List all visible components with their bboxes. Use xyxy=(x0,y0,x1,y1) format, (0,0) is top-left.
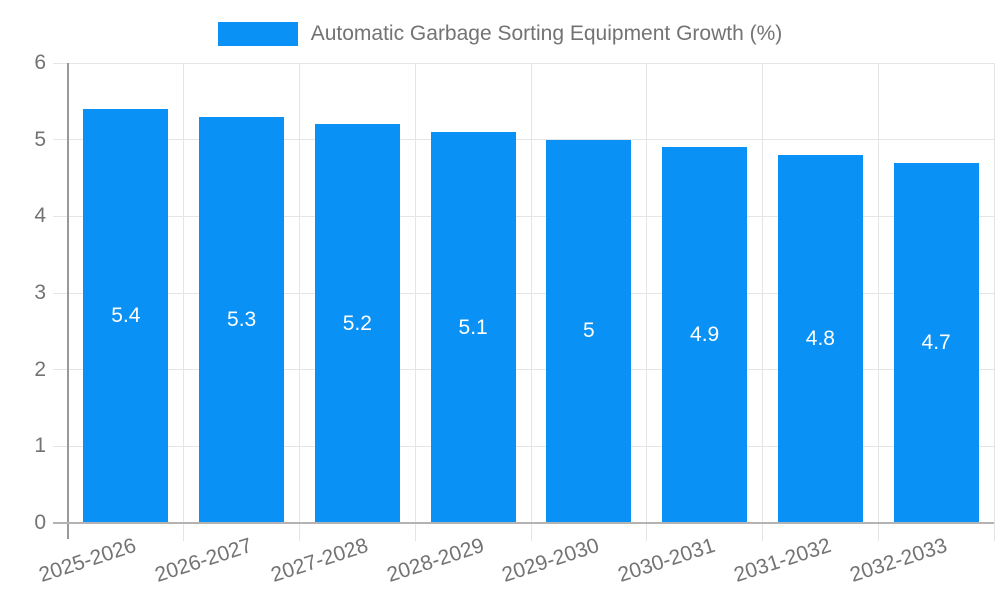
x-axis-tick-label: 2026-2027 xyxy=(152,533,256,587)
bar xyxy=(777,155,863,523)
bar-value-label: 4.8 xyxy=(805,327,835,350)
h-gridline xyxy=(53,139,994,141)
legend-label: Automatic Garbage Sorting Equipment Grow… xyxy=(310,22,783,45)
bar-value-label: 4.9 xyxy=(690,323,720,347)
x-axis-line xyxy=(53,522,994,524)
v-gridline xyxy=(877,63,879,541)
y-axis-tick-label: 2 xyxy=(34,357,46,381)
v-gridline xyxy=(993,63,995,541)
bar xyxy=(893,162,979,523)
y-axis-tick-label: 0 xyxy=(34,511,46,534)
y-axis-tick-label: 3 xyxy=(34,281,46,304)
h-gridline xyxy=(53,215,994,217)
h-gridline xyxy=(53,292,994,294)
h-gridline xyxy=(53,62,994,64)
v-gridline xyxy=(414,63,416,541)
bar xyxy=(662,147,748,523)
bar xyxy=(199,116,285,523)
legend[interactable]: Automatic Garbage Sorting Equipment Grow… xyxy=(0,22,1000,46)
bar xyxy=(546,139,632,523)
y-axis-line xyxy=(67,63,69,539)
y-axis-tick-label: 1 xyxy=(34,434,46,458)
v-gridline xyxy=(530,63,532,541)
x-axis-tick-label: 2032-2033 xyxy=(846,533,950,587)
legend-swatch xyxy=(217,22,298,46)
x-axis-tick-label: 2029-2030 xyxy=(499,533,603,587)
v-gridline xyxy=(299,63,300,541)
bar-value-label: 5.3 xyxy=(227,307,257,331)
x-axis-tick-label: 2025-2026 xyxy=(36,533,140,587)
h-gridline xyxy=(53,445,994,447)
bar-value-label: 5 xyxy=(583,319,595,343)
bar-value-label: 5.2 xyxy=(342,311,372,335)
bar-value-label: 5.4 xyxy=(111,304,141,327)
h-gridline xyxy=(53,369,994,371)
y-axis-tick-label: 4 xyxy=(34,204,46,228)
v-gridline xyxy=(646,63,648,541)
y-axis-tick-label: 6 xyxy=(34,51,46,74)
bar-value-label: 4.7 xyxy=(921,330,951,354)
v-gridline xyxy=(183,63,185,541)
x-axis-tick-label: 2030-2031 xyxy=(615,533,719,587)
v-gridline xyxy=(762,63,763,541)
x-axis-tick-label: 2028-2029 xyxy=(383,533,487,587)
y-axis-tick-label: 5 xyxy=(34,127,46,151)
x-axis-tick-label: 2031-2032 xyxy=(731,533,834,587)
bar xyxy=(83,109,169,523)
bar xyxy=(430,132,516,523)
x-axis-tick-label: 2027-2028 xyxy=(268,533,371,587)
bar xyxy=(314,124,400,523)
bar-value-label: 5.1 xyxy=(458,315,488,339)
